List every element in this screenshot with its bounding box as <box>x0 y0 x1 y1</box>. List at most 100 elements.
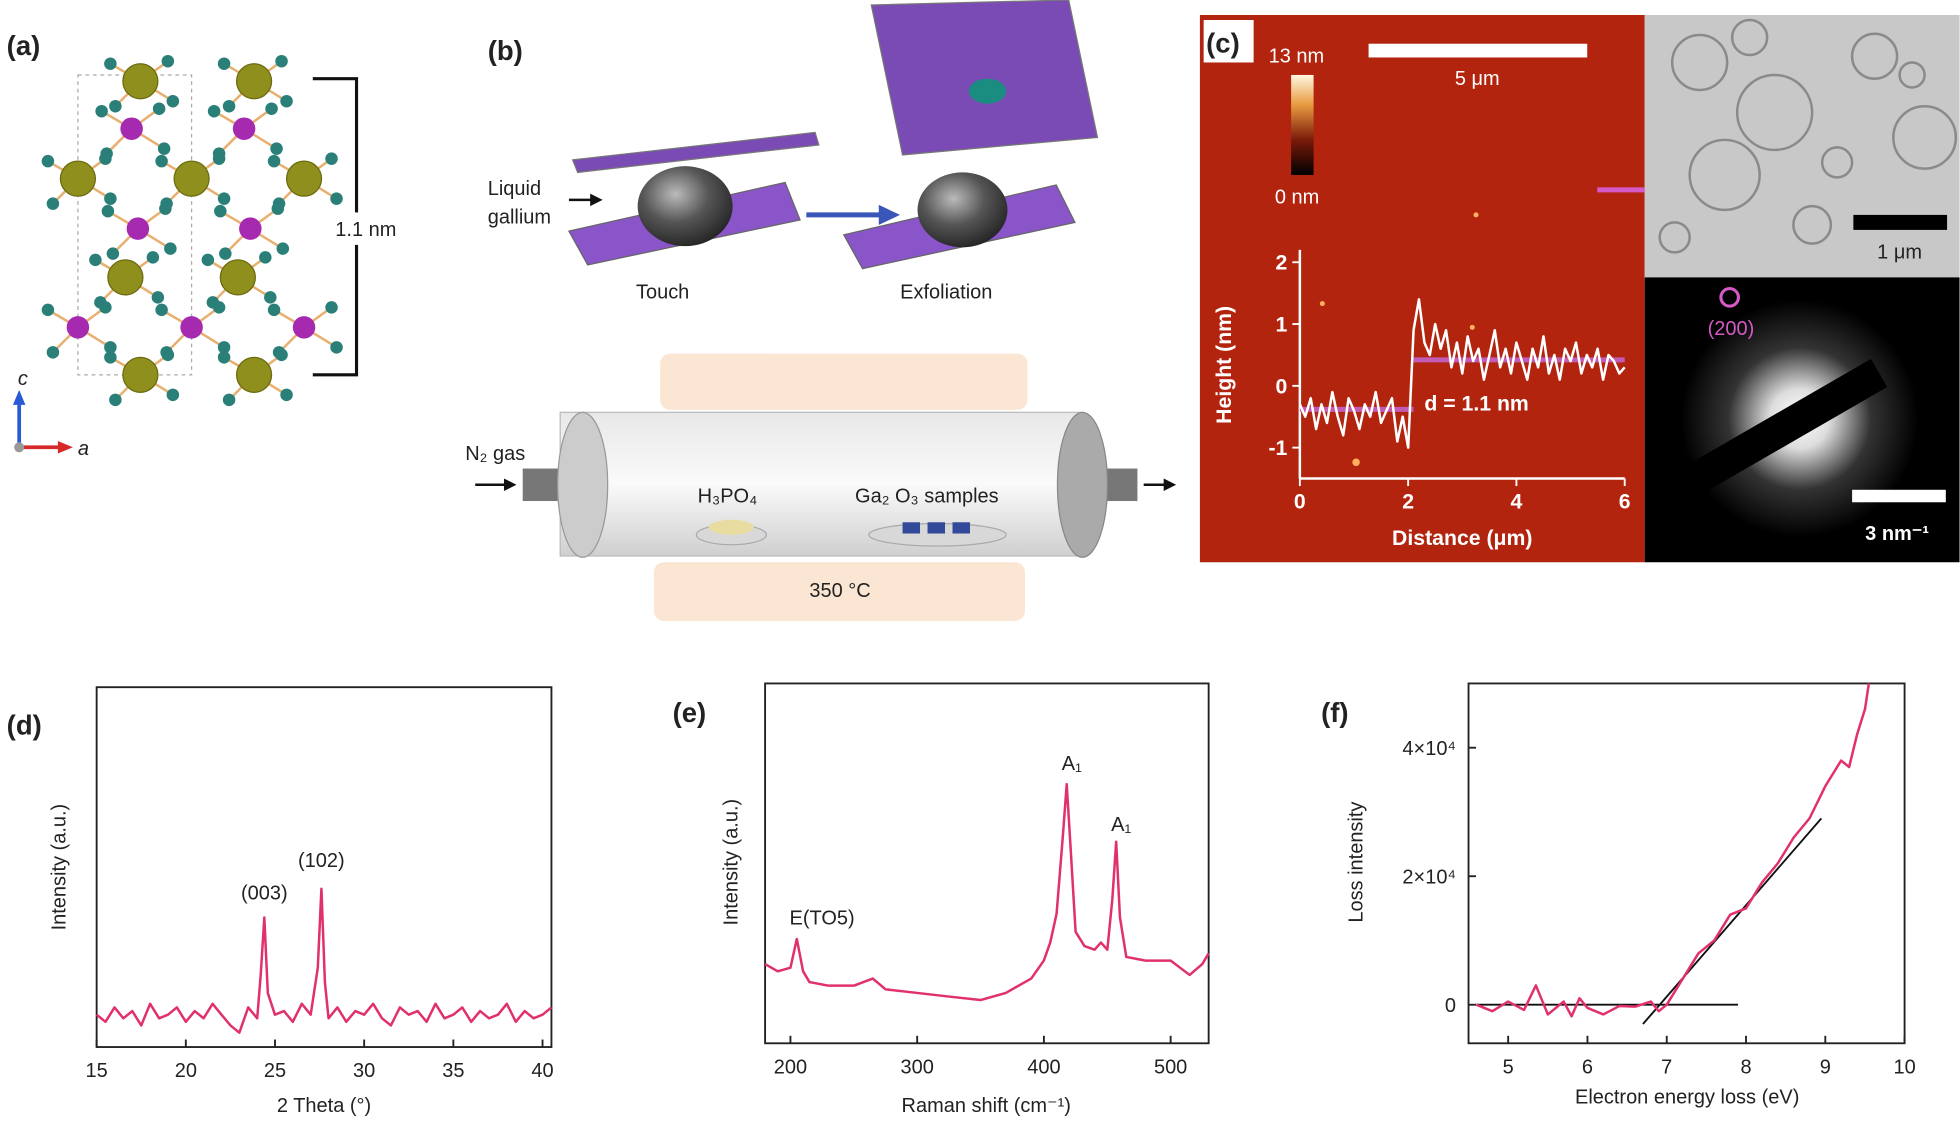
axis-a: a <box>78 438 89 460</box>
gas-label: N₂ gas <box>465 443 525 465</box>
oxygen-atom <box>152 102 166 115</box>
scale-label: 1 μm <box>1877 242 1922 264</box>
oxygen-atom <box>280 94 293 108</box>
afm-image <box>1199 14 1645 563</box>
tube-inlet <box>522 468 561 502</box>
scale-label: 3 nm⁻¹ <box>1865 523 1929 545</box>
oxygen-atom <box>201 253 215 267</box>
oxygen-atom <box>41 154 55 168</box>
gallium-atom <box>173 160 210 197</box>
oxygen-atom <box>272 346 286 359</box>
exfoliation-diagram: Liquid gallium Touch Exfoliation N₂ gas … <box>465 0 1177 621</box>
tem-feature <box>1892 104 1958 170</box>
oxygen-atom <box>325 301 338 314</box>
data-line <box>764 782 1210 1002</box>
heater <box>660 353 1028 410</box>
oxygen-atom <box>267 303 281 317</box>
arrow-head <box>1163 478 1177 492</box>
label-bg <box>327 212 411 245</box>
tem-feature <box>1688 138 1761 212</box>
tube-cap <box>1056 411 1109 558</box>
arrow-head <box>590 193 603 207</box>
tem-feature <box>1898 61 1926 89</box>
phosphorus-atom <box>180 316 203 339</box>
phosphorus-atom <box>292 316 316 339</box>
oxygen-atom <box>217 351 231 364</box>
oxygen-atom <box>155 303 168 317</box>
gallium-atom <box>122 63 159 100</box>
annotation: (102) <box>298 850 345 872</box>
tem-feature <box>1670 33 1729 92</box>
sample <box>927 522 946 534</box>
data-line <box>1298 298 1626 449</box>
y-axis-label: Intensity (a.u.) <box>721 799 743 926</box>
annotation: A₁ <box>1062 753 1082 775</box>
gallium-atom <box>219 259 256 296</box>
step-label: Exfoliation <box>900 282 992 304</box>
colorbar <box>1291 74 1314 175</box>
panel-label: (d) <box>7 710 42 741</box>
gallium-atom <box>235 63 273 100</box>
phosphorus-atom <box>239 217 262 240</box>
phosphorus-atom <box>66 316 90 339</box>
afm-spot <box>1319 301 1325 307</box>
y-tick-label: 2 <box>1276 251 1288 275</box>
oxygen-atom <box>222 393 236 407</box>
gallium-drop <box>917 172 1008 248</box>
x-axis-label: 2 Theta (°) <box>277 1095 371 1117</box>
oxygen-atom <box>217 57 231 70</box>
oxygen-atom <box>212 147 226 160</box>
x-tick-label: 20 <box>175 1060 197 1082</box>
x-tick-label: 6 <box>1582 1056 1593 1078</box>
panel-label: (a) <box>7 30 41 61</box>
oxygen-atom <box>207 104 221 118</box>
x-tick-label: 2 <box>1402 490 1414 514</box>
oxygen-atom <box>109 99 122 113</box>
sample <box>902 522 921 534</box>
plot-frame <box>1467 682 1906 1045</box>
label-bg <box>1203 19 1254 63</box>
plot-frame <box>95 686 553 1048</box>
oxygen-atom <box>109 393 122 407</box>
data-line <box>1475 683 1871 1018</box>
microscopy: 13 nm 0 nm 5 μm 1 μm 3 nm⁻¹ (200) <box>1199 14 1960 563</box>
phosphorus-atom <box>120 117 143 140</box>
panel-label: (f) <box>1321 697 1348 728</box>
afm-spot <box>1352 458 1360 467</box>
x-tick-label: 0 <box>1294 490 1306 514</box>
beam-stop <box>1687 358 1888 494</box>
step-label: Touch <box>636 282 689 304</box>
oxygen-atom <box>100 147 113 160</box>
y-axis-label: Loss intensity <box>1345 802 1367 923</box>
oxygen-atom <box>330 341 343 354</box>
y-axis-label: Height (nm) <box>1212 306 1236 424</box>
heater <box>653 562 1025 621</box>
oxygen-atom <box>270 142 283 155</box>
y-tick-label: 4×10⁴ <box>1402 738 1456 760</box>
origin <box>14 442 25 453</box>
oxygen-atom <box>146 251 160 264</box>
tem-feature <box>1730 18 1769 57</box>
tem-feature <box>1820 146 1854 179</box>
y-tick-label: -1 <box>1268 436 1287 460</box>
unit-cell <box>77 74 193 376</box>
colorbar-min: 0 nm <box>1275 187 1319 209</box>
panel-label: (b) <box>488 35 523 66</box>
tem-features <box>1658 18 1958 254</box>
oxygen-atom <box>217 341 231 354</box>
oxygen-atom <box>157 142 171 155</box>
liquid-label: Liquid <box>488 178 541 200</box>
fit-line <box>1642 817 1823 1025</box>
plot-frame <box>764 682 1210 1045</box>
oxygen-atom <box>212 301 226 314</box>
x-tick-label: 30 <box>353 1060 375 1082</box>
y-tick-label: 0 <box>1445 995 1456 1017</box>
arrow-head <box>878 204 901 225</box>
x-axis-label: Raman shift (cm⁻¹) <box>902 1095 1071 1117</box>
gallium-atom <box>122 356 159 393</box>
oxygen-atom <box>159 202 172 215</box>
annotation: d = 1.1 nm <box>1424 392 1528 416</box>
oxygen-atom <box>166 388 180 402</box>
tem-feature <box>1850 32 1899 80</box>
